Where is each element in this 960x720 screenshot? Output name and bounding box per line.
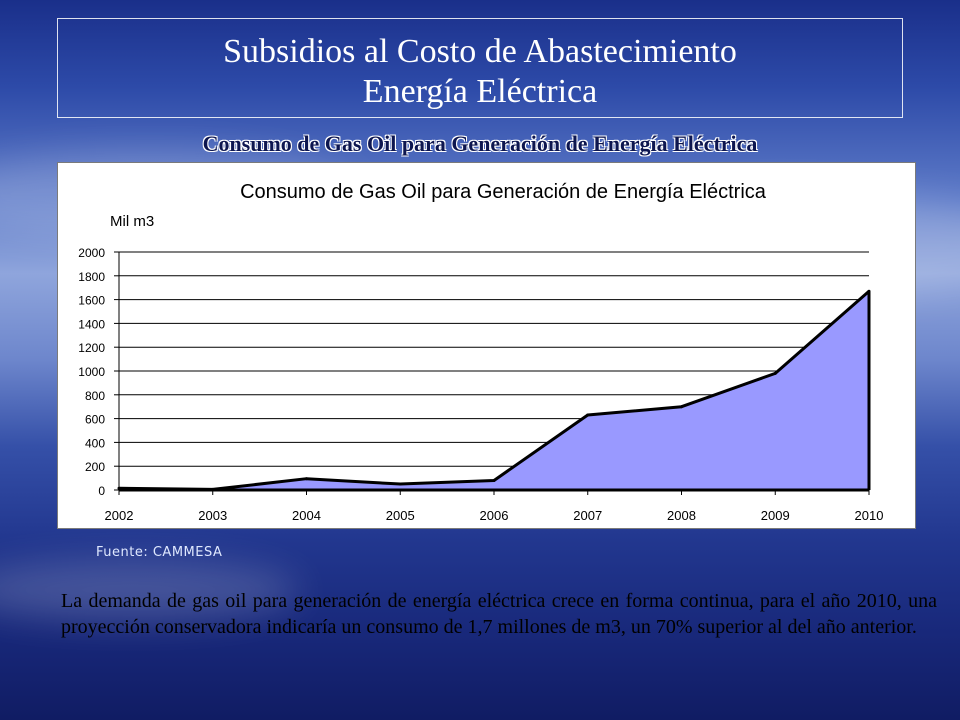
chart-svg: Consumo de Gas Oil para Generación de En…	[78, 181, 884, 523]
y-tick-label: 1000	[78, 365, 105, 379]
data-point	[867, 289, 871, 293]
x-tick-label: 2010	[855, 508, 884, 523]
y-tick-label: 0	[98, 484, 105, 498]
chart-title: Consumo de Gas Oil para Generación de En…	[240, 181, 767, 203]
data-point	[773, 371, 777, 375]
x-tick-label: 2008	[667, 508, 696, 523]
y-tick-label: 1200	[78, 341, 105, 355]
chart-area: Consumo de Gas Oil para Generación de En…	[57, 162, 916, 529]
title-box: Subsidios al Costo de Abastecimiento Ene…	[57, 18, 903, 118]
y-tick-label: 1600	[78, 294, 105, 308]
x-tick-label: 2002	[105, 508, 134, 523]
x-tick-label: 2009	[761, 508, 790, 523]
x-tick-label: 2005	[386, 508, 415, 523]
y-tick-labels: 0 200 400 600 800 1000 1200 1400 1600 1800 2000	[78, 246, 105, 498]
x-tick-label: 2003	[198, 508, 227, 523]
slide-title-line2: Energía Eléctrica	[362, 73, 598, 110]
data-point	[680, 405, 683, 409]
slide-subtitle: Consumo de Gas Oil para Generación de En…	[202, 131, 758, 156]
area-series	[117, 289, 871, 491]
data-point	[586, 413, 590, 417]
y-tick-label: 800	[85, 389, 105, 403]
x-tick-label: 2006	[480, 508, 509, 523]
data-point	[305, 477, 308, 481]
data-point	[398, 482, 402, 486]
y-tick-label: 600	[85, 413, 105, 427]
x-tick-labels: 2002 2003 2004 2005 2006 2007 2008 2009 2010	[105, 508, 884, 523]
x-tick-label: 2004	[292, 508, 321, 523]
y-tick-label: 1800	[78, 270, 105, 284]
y-axis-label: Mil m3	[110, 213, 154, 230]
y-tick-label: 2000	[78, 246, 105, 260]
y-tick-label: 400	[85, 436, 105, 450]
data-point	[492, 478, 496, 482]
source-note: Fuente: CAMMESA	[96, 545, 223, 560]
area-fill	[119, 291, 869, 490]
y-tick-label: 200	[85, 460, 105, 474]
axes	[114, 251, 870, 495]
x-tick-label: 2007	[573, 508, 602, 523]
y-tick-label: 1400	[78, 317, 105, 331]
body-paragraph: La demanda de gas oil para generación de…	[61, 590, 937, 638]
gridlines	[119, 251, 869, 467]
slide-title-line1: Subsidios al Costo de Abastecimiento	[223, 33, 737, 70]
